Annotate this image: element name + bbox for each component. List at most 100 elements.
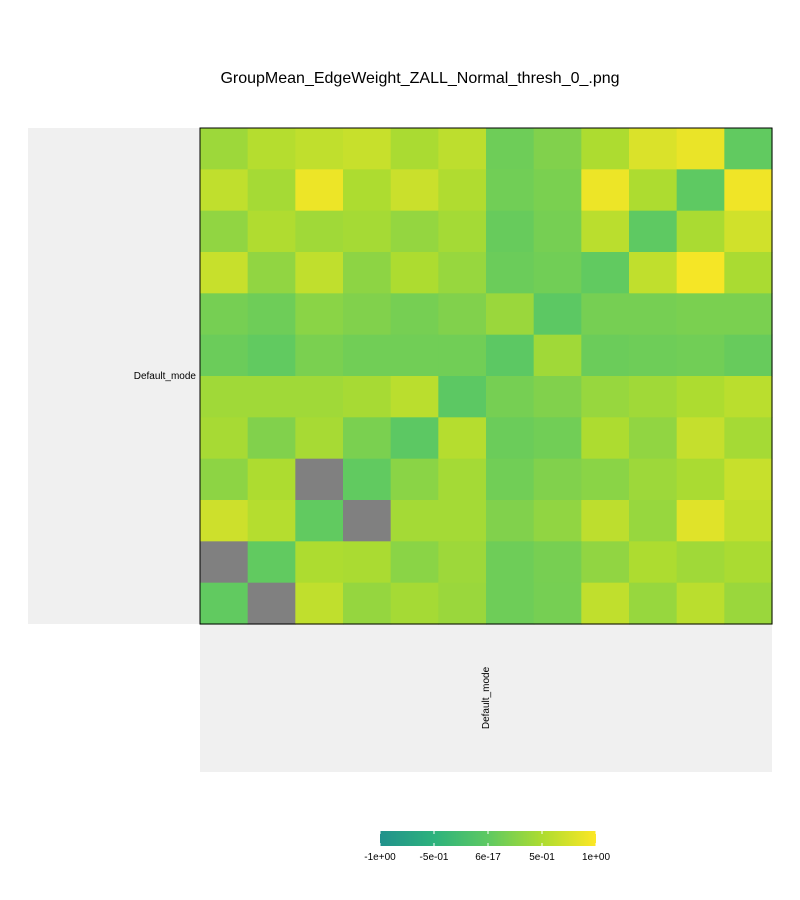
heatmap-cell [438, 582, 487, 625]
heatmap-cell [581, 458, 630, 501]
heatmap-cell [533, 334, 582, 377]
heatmap-cell [486, 293, 535, 336]
heatmap-cell [581, 417, 630, 460]
heatmap-cell [724, 252, 773, 294]
heatmap-cell [390, 169, 439, 212]
heatmap-cell [295, 500, 344, 542]
heatmap-cell [438, 500, 487, 542]
heatmap-cell [724, 128, 773, 170]
heatmap-cell [343, 334, 392, 377]
heatmap-cell [343, 417, 392, 460]
heatmap-cell [247, 541, 296, 584]
heatmap-cell [295, 169, 344, 212]
heatmap-cell [343, 128, 392, 170]
heatmap-cell [295, 252, 344, 294]
heatmap-cell [295, 417, 344, 460]
heatmap-cell [343, 458, 392, 501]
heatmap-cell [629, 417, 678, 460]
heatmap-cell [390, 210, 439, 253]
heatmap-cell [200, 458, 249, 501]
heatmap-cell [629, 376, 678, 418]
heatmap-cell [200, 128, 249, 170]
heatmap-cell [486, 458, 535, 501]
heatmap-cell [533, 582, 582, 625]
heatmap-cell [200, 541, 249, 584]
heatmap-cell [438, 169, 487, 212]
heatmap-cell [247, 252, 296, 294]
heatmap-cell [486, 582, 535, 625]
legend-ticks: -1e+00 -5e-01 6e-17 5e-01 1e+00 [364, 831, 610, 863]
heatmap-cell [533, 252, 582, 294]
heatmap-cell [295, 210, 344, 253]
col-group-label: Default_mode [481, 666, 492, 729]
heatmap-cell [581, 169, 630, 212]
heatmap-cell [390, 541, 439, 584]
heatmap-cell [200, 376, 249, 418]
heatmap-cell [533, 417, 582, 460]
heatmap-cell [390, 293, 439, 336]
heatmap-cell [295, 128, 344, 170]
heatmap-cell [438, 376, 487, 418]
heatmap-cell [724, 376, 773, 418]
heatmap-cell [390, 334, 439, 377]
heatmap-cell [295, 293, 344, 336]
heatmap-cell [676, 169, 725, 212]
heatmap-cell [438, 252, 487, 294]
heatmap-cell [629, 541, 678, 584]
heatmap-cell [629, 252, 678, 294]
heatmap-cell [486, 169, 535, 212]
heatmap-cell [438, 541, 487, 584]
heatmap-cell [581, 500, 630, 542]
heatmap-cell [343, 376, 392, 418]
heatmap-cell [486, 376, 535, 418]
legend-color-bar [380, 831, 596, 846]
heatmap-cell [295, 541, 344, 584]
legend-tick-label: 6e-17 [475, 852, 501, 863]
heatmap-cell [533, 210, 582, 253]
heatmap-cell [247, 210, 296, 253]
heatmap-cell [438, 417, 487, 460]
heatmap-cell [247, 500, 296, 542]
heatmap-cell [438, 128, 487, 170]
heatmap-cell [200, 500, 249, 542]
heatmap-cell [343, 500, 392, 542]
heatmap-cell [676, 293, 725, 336]
heatmap-cell [486, 252, 535, 294]
heatmap-cell [247, 128, 296, 170]
heatmap-cell [247, 582, 296, 625]
heatmap-cell [247, 169, 296, 212]
heatmap-cell [629, 210, 678, 253]
heatmap-cell [200, 334, 249, 377]
heatmap-cell [629, 582, 678, 625]
heatmap-cell [343, 169, 392, 212]
heatmap-cell [390, 376, 439, 418]
heatmap-cell [390, 582, 439, 625]
heatmap-cell [676, 376, 725, 418]
heatmap-cell [533, 169, 582, 212]
heatmap-border [199, 127, 773, 625]
heatmap-cell [486, 417, 535, 460]
heatmap-cell [724, 582, 773, 625]
heatmap-cell [581, 252, 630, 294]
heatmap-cell [676, 417, 725, 460]
heatmap-cell [724, 210, 773, 253]
heatmap-cell [200, 210, 249, 253]
heatmap-cell [486, 334, 535, 377]
heatmap-cell [390, 252, 439, 294]
heatmap-cell [581, 376, 630, 418]
heatmap-cell [200, 582, 249, 625]
heatmap-cell [438, 210, 487, 253]
heatmap-cell [247, 458, 296, 501]
heatmap-cell [343, 582, 392, 625]
heatmap-cell [343, 541, 392, 584]
legend-tick-label: 1e+00 [582, 852, 611, 863]
heatmap-cell [486, 128, 535, 170]
heatmap-cell [533, 128, 582, 170]
heatmap-cell [200, 417, 249, 460]
heatmap-cell [486, 500, 535, 542]
heatmap-cells [200, 128, 773, 625]
heatmap-cell [724, 169, 773, 212]
heatmap-cell [676, 334, 725, 377]
heatmap-cell [343, 210, 392, 253]
heatmap-cell [629, 334, 678, 377]
